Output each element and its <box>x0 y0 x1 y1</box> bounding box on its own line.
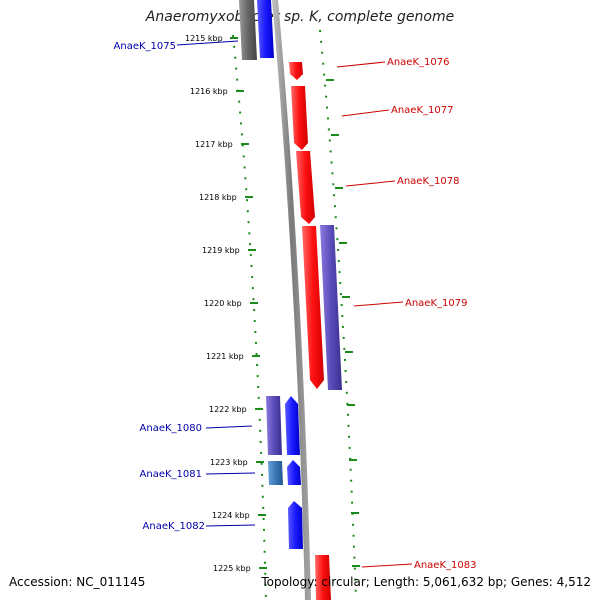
gene-anaek-1083[interactable] <box>315 555 331 600</box>
gene-anaek-1075-gray[interactable] <box>239 0 257 60</box>
gene-anaek-1081-steel[interactable] <box>268 461 283 485</box>
kbp-label: 1224 kbp <box>212 511 250 520</box>
gene-anaek-1076[interactable] <box>289 62 303 80</box>
gene-anaek-1079-purple[interactable] <box>320 225 342 390</box>
gene-anaek-1079[interactable] <box>302 226 324 389</box>
gene-label-anaek-1081[interactable]: AnaeK_1081 <box>140 469 202 480</box>
gene-anaek-1080[interactable] <box>285 396 300 455</box>
kbp-label: 1221 kbp <box>206 352 244 361</box>
gene-label-anaek-1078[interactable]: AnaeK_1078 <box>397 176 459 187</box>
gene-label-anaek-1077[interactable]: AnaeK_1077 <box>391 105 453 116</box>
gene-anaek-1080-purple[interactable] <box>266 396 282 455</box>
gene-label-anaek-1076[interactable]: AnaeK_1076 <box>387 57 449 68</box>
kbp-label: 1225 kbp <box>213 564 251 573</box>
kbp-label: 1223 kbp <box>210 458 248 467</box>
kbp-tick-marks <box>230 37 360 569</box>
kbp-label: 1219 kbp <box>202 246 240 255</box>
genome-backbone <box>272 0 311 600</box>
gene-label-anaek-1082[interactable]: AnaeK_1082 <box>143 521 205 532</box>
kbp-label: 1215 kbp <box>185 34 223 43</box>
label-leaders <box>176 40 413 568</box>
kbp-label: 1218 kbp <box>199 193 237 202</box>
kbp-label: 1216 kbp <box>190 87 228 96</box>
gene-anaek-1075[interactable] <box>257 0 274 58</box>
gene-label-anaek-1083[interactable]: AnaeK_1083 <box>414 560 476 571</box>
gene-anaek-1082[interactable] <box>288 501 303 549</box>
gene-label-anaek-1080[interactable]: AnaeK_1080 <box>140 423 202 434</box>
accession-text: Accession: NC_011145 <box>9 575 146 589</box>
kbp-label: 1220 kbp <box>204 299 242 308</box>
gene-anaek-1077[interactable] <box>291 86 308 150</box>
gene-label-anaek-1079[interactable]: AnaeK_1079 <box>405 298 467 309</box>
topology-text: Topology: circular; Length: 5,061,632 bp… <box>261 575 591 589</box>
gene-anaek-1081[interactable] <box>287 460 301 485</box>
kbp-label: 1222 kbp <box>209 405 247 414</box>
gene-label-anaek-1075[interactable]: AnaeK_1075 <box>114 41 176 52</box>
map-title: Anaeromyxobacter sp. K, complete genome <box>145 9 455 25</box>
gene-anaek-1078[interactable] <box>296 151 315 224</box>
kbp-label: 1217 kbp <box>195 140 233 149</box>
kbp-tick-labels: 1215 kbp 1216 kbp 1217 kbp 1218 kbp 1219… <box>185 34 251 573</box>
